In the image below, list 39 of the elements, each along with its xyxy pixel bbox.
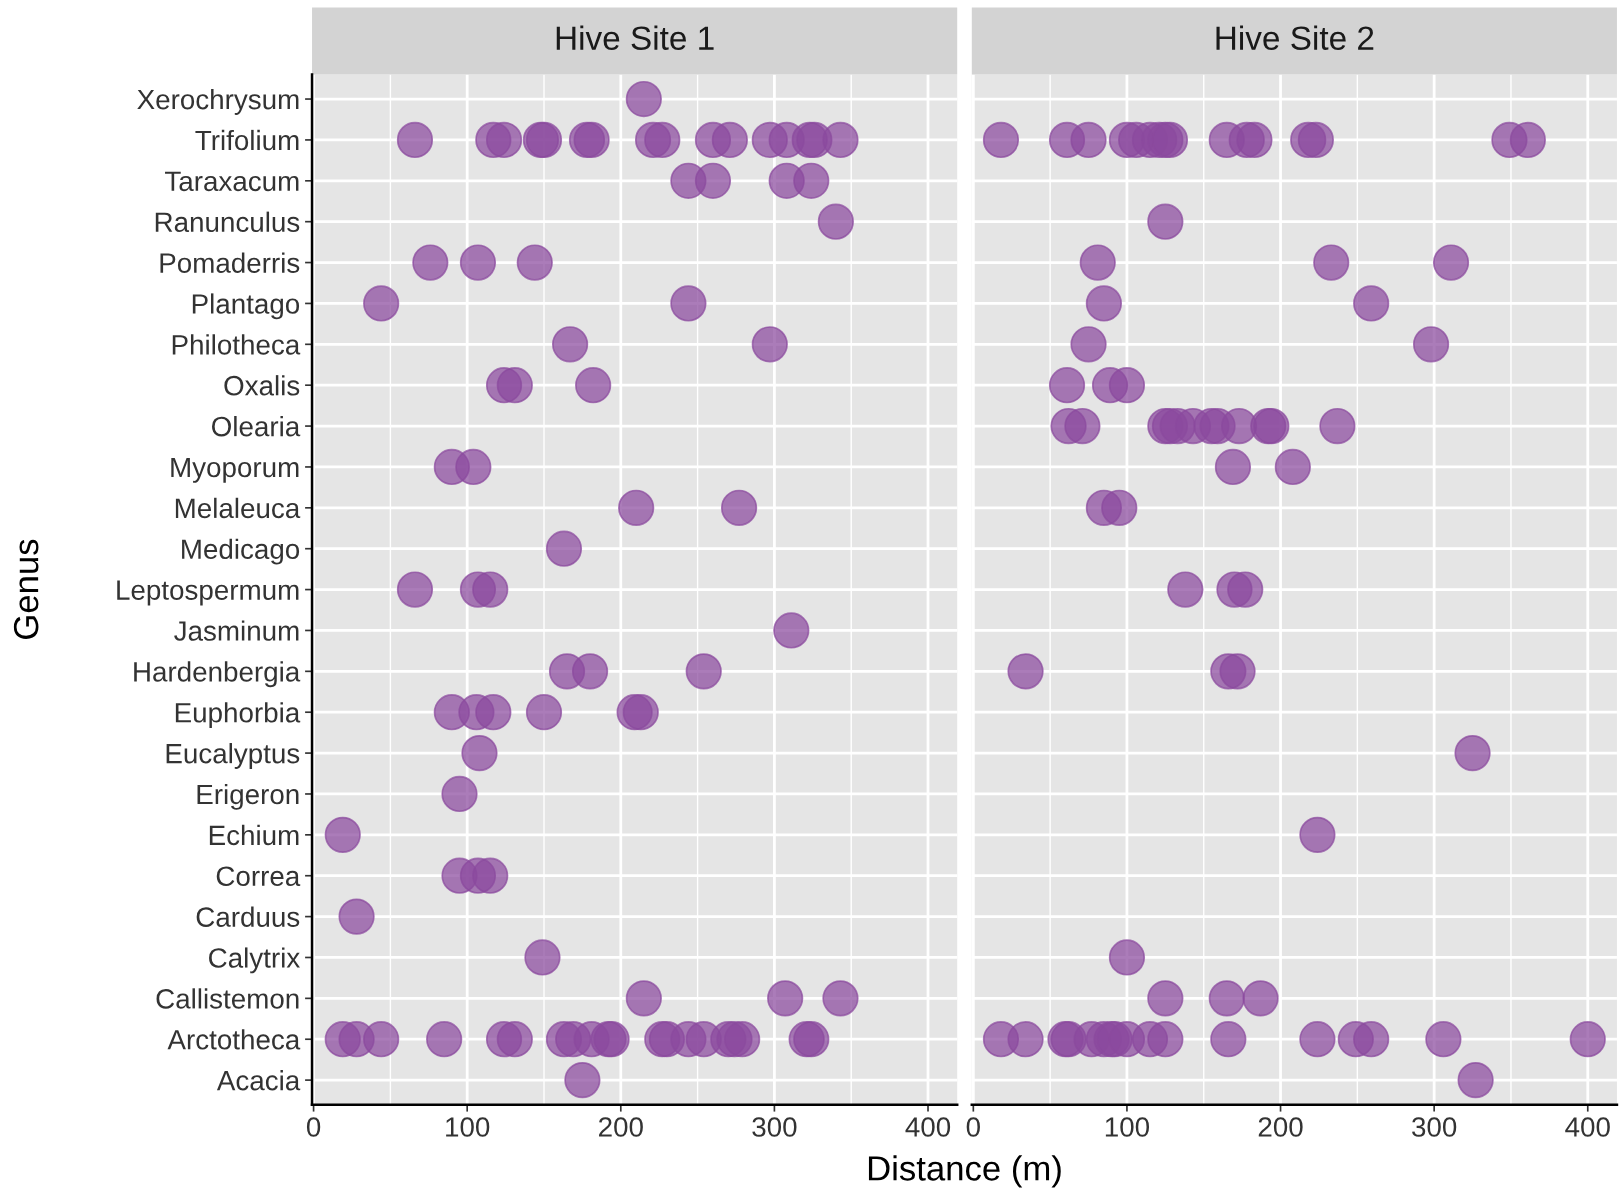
y-tick-label: Plantago <box>192 293 300 320</box>
y-tick-label: Melaleuca <box>175 497 301 519</box>
y-tick-label: Hardenbergia <box>134 661 301 688</box>
x-tick-label: 300 <box>752 1117 797 1137</box>
x-tick-label: 300 <box>1412 1117 1457 1137</box>
y-tick-label: Correa <box>216 866 301 887</box>
y-tick-label: Euphorbia <box>175 702 301 729</box>
y-tick-label: Jasminum <box>174 620 299 641</box>
y-tick-label: Philotheca <box>172 334 301 355</box>
x-axis-title: Distance (m) <box>868 1155 1061 1188</box>
y-tick-label: Arctotheca <box>167 1029 301 1050</box>
y-tick-label: Myoporum <box>171 457 299 483</box>
y-tick-label: Taraxacum <box>165 171 299 192</box>
x-tick-label: 200 <box>1258 1117 1303 1137</box>
y-tick-label: Oxalis <box>224 375 300 396</box>
y-tick-label: Acacia <box>216 1070 301 1091</box>
y-tick-label: Trifolium <box>195 129 299 151</box>
y-axis-title: Genus <box>13 539 39 639</box>
y-tick-label: Ranunculus <box>155 211 300 233</box>
y-tick-label: Erigeron <box>197 783 299 810</box>
x-tick-label: 100 <box>1105 1117 1150 1137</box>
y-tick-label: Calytrix <box>209 947 300 974</box>
y-tick-label: Echium <box>209 824 299 846</box>
x-tick-label: 400 <box>905 1117 951 1137</box>
y-tick-label: Carduus <box>196 906 300 927</box>
y-tick-label: Xerochrysum <box>137 88 299 115</box>
y-tick-label: Olearia <box>212 416 301 437</box>
chart-title: Hive Site 2 <box>1216 25 1374 50</box>
x-tick-label: 400 <box>1565 1117 1610 1137</box>
x-tick-label: 100 <box>446 1117 490 1137</box>
y-tick-label: Eucalyptus <box>166 743 300 769</box>
x-tick-label: 0 <box>966 1117 980 1137</box>
y-tick-label: Medicago <box>182 538 300 565</box>
y-tick-label: Callistemon <box>156 988 299 1009</box>
y-tick-label: Leptospermum <box>117 580 299 606</box>
x-tick-label: 0 <box>306 1117 321 1137</box>
y-tick-label: Pomaderris <box>160 252 300 273</box>
x-tick-label: 200 <box>599 1117 643 1137</box>
chart-title: Hive Site 1 <box>556 25 714 50</box>
